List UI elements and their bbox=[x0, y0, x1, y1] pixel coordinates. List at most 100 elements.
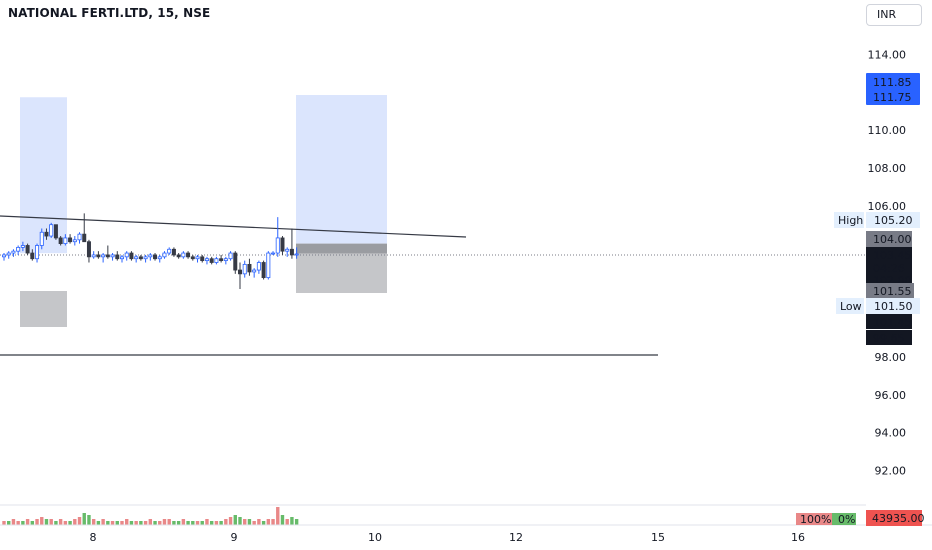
candle-body bbox=[20, 245, 25, 248]
hidden-price-badge bbox=[866, 275, 912, 285]
candle-body bbox=[219, 258, 224, 262]
stop-price-value: 101.55 bbox=[873, 285, 912, 298]
candle-body bbox=[68, 237, 73, 243]
volume-bar bbox=[214, 521, 219, 525]
high-value: 105.20 bbox=[874, 214, 913, 227]
candle-body bbox=[289, 248, 294, 256]
price-tick-label: 110.00 bbox=[868, 124, 907, 137]
trendline[interactable] bbox=[0, 215, 467, 238]
stop-price-badge bbox=[866, 283, 914, 298]
volume-bar bbox=[276, 507, 280, 525]
volume-bar bbox=[195, 521, 200, 525]
high-label: High bbox=[838, 214, 863, 227]
volume-bar bbox=[7, 521, 11, 525]
position-2-entry-band[interactable] bbox=[296, 243, 387, 254]
volume-bar bbox=[266, 519, 271, 525]
candle-body bbox=[200, 256, 205, 262]
candle-body bbox=[162, 252, 167, 258]
volume-bar bbox=[120, 521, 124, 525]
position-2-target-zone[interactable] bbox=[296, 95, 387, 244]
volume-bar bbox=[148, 519, 153, 525]
time-axis-label: 16 bbox=[791, 531, 805, 544]
candle-body bbox=[143, 256, 148, 260]
time-axis-label: 8 bbox=[90, 531, 97, 544]
candle-body bbox=[105, 254, 110, 258]
candle-body bbox=[247, 263, 252, 273]
low-label: Low bbox=[840, 300, 862, 313]
candle-body bbox=[223, 258, 228, 262]
volume-bar bbox=[219, 521, 223, 525]
position-1-stop-zone[interactable] bbox=[20, 291, 67, 327]
vol-pct-right-badge bbox=[832, 513, 856, 525]
volume-bar bbox=[294, 519, 299, 525]
volume-bar bbox=[54, 521, 58, 525]
candle-body bbox=[110, 254, 115, 258]
volume-bar bbox=[30, 521, 35, 525]
volume-bar bbox=[186, 521, 190, 525]
volume-bar bbox=[238, 517, 242, 525]
volume-bar bbox=[162, 519, 167, 525]
candle-body bbox=[237, 269, 242, 275]
volume-bar bbox=[11, 519, 16, 525]
candle-body bbox=[30, 252, 35, 260]
prev-price-value: 101.45 bbox=[873, 316, 912, 329]
support-price-badge bbox=[866, 330, 912, 345]
candle-body bbox=[242, 263, 247, 275]
candle-body bbox=[214, 258, 219, 263]
volume-bar bbox=[82, 513, 86, 525]
vol-pct-right: 0% bbox=[838, 513, 855, 526]
price-tick-label: 108.00 bbox=[868, 162, 907, 175]
candle-body bbox=[129, 252, 134, 260]
price-tick-label: 114.00 bbox=[868, 49, 907, 62]
time-axis-label: 12 bbox=[509, 531, 523, 544]
volume-bar bbox=[110, 521, 115, 525]
symbol-title: NATIONAL FERTI.LTD, 15, NSE bbox=[8, 6, 211, 20]
price-tick-label: 96.00 bbox=[875, 389, 907, 402]
volume-bar bbox=[125, 519, 129, 525]
currency-selector[interactable]: INR bbox=[866, 4, 922, 26]
candle-body bbox=[157, 256, 162, 260]
volume-bar bbox=[257, 519, 261, 525]
candle-body bbox=[58, 237, 63, 244]
candle-body bbox=[195, 256, 200, 260]
volume-bar bbox=[101, 519, 105, 525]
volume-value: 43935.00 bbox=[872, 512, 925, 525]
candle-body bbox=[176, 254, 181, 258]
low-tag bbox=[836, 298, 864, 314]
candle-body bbox=[181, 252, 186, 258]
candle-body bbox=[186, 252, 191, 258]
volume-bar bbox=[96, 521, 101, 525]
candle-body bbox=[86, 241, 91, 258]
position-2-stop-zone[interactable] bbox=[296, 253, 387, 293]
volume-bar bbox=[40, 517, 44, 525]
volume-bar bbox=[106, 521, 110, 525]
candle-body bbox=[209, 258, 214, 263]
volume-bar bbox=[224, 519, 228, 525]
volume-bar bbox=[261, 521, 266, 525]
volume-bar bbox=[172, 521, 176, 525]
volume-badge bbox=[866, 510, 922, 526]
target-price-badge bbox=[866, 73, 920, 105]
volume-bar bbox=[21, 521, 25, 525]
volume-bar bbox=[247, 519, 252, 525]
candle-body bbox=[190, 256, 195, 260]
candle-body bbox=[134, 256, 139, 260]
last-price-value: 103.45 bbox=[873, 249, 912, 262]
high-value-badge bbox=[866, 212, 920, 228]
volume-bar bbox=[77, 517, 82, 525]
prev-price-badge bbox=[866, 314, 912, 329]
time-axis-label: 10 bbox=[368, 531, 382, 544]
volume-bar bbox=[233, 515, 237, 525]
candle-body bbox=[153, 254, 158, 260]
position-1-target-zone[interactable] bbox=[20, 97, 67, 254]
volume-bar bbox=[134, 521, 138, 525]
volume-bar bbox=[271, 519, 275, 525]
volume-bar bbox=[2, 521, 6, 525]
time-axis-label: 9 bbox=[231, 531, 238, 544]
candle-body bbox=[63, 237, 68, 244]
volume-bar bbox=[68, 521, 72, 525]
candle-body bbox=[271, 252, 276, 255]
high-tag bbox=[834, 212, 864, 228]
